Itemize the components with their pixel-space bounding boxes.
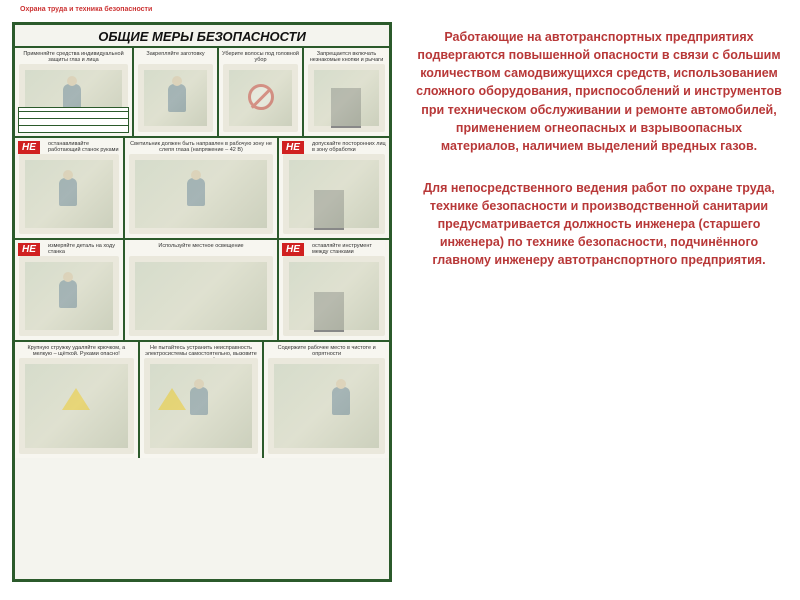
cell-electric: Не пытайтесь устранить неисправность эле… bbox=[140, 342, 265, 458]
poster-row-2: НЕ останавливайте работающий станок рука… bbox=[15, 136, 389, 238]
illus bbox=[268, 358, 385, 454]
cell-ne-tools: НЕ оставляйте инструмент между станками bbox=[279, 240, 389, 340]
cell-caption: Светильник должен быть направлен в рабоч… bbox=[128, 141, 274, 153]
cell-caption: Уберите волосы под головной убор bbox=[222, 51, 299, 63]
ne-badge: НЕ bbox=[18, 141, 40, 154]
illus bbox=[283, 154, 385, 234]
page-root: ОБЩИЕ МЕРЫ БЕЗОПАСНОСТИ Применяйте средс… bbox=[0, 0, 800, 600]
cell-lamp: Светильник должен быть направлен в рабоч… bbox=[125, 138, 279, 238]
cell-caption: Используйте местное освещение bbox=[128, 243, 274, 249]
poster-title: ОБЩИЕ МЕРЫ БЕЗОПАСНОСТИ bbox=[15, 25, 389, 46]
cell-clean: Содержите рабочее место в чистоте и опря… bbox=[264, 342, 389, 458]
ne-badge: НЕ bbox=[18, 243, 40, 256]
cell-caption: оставляйте инструмент между станками bbox=[312, 243, 386, 255]
mini-table bbox=[18, 107, 129, 133]
cell-clamp: Закрепляйте заготовку bbox=[134, 48, 219, 136]
cell-caption: допускайте посторонних лиц в зону обрабо… bbox=[312, 141, 386, 153]
cell-ne-outsiders: НЕ допускайте посторонних лиц в зону обр… bbox=[279, 138, 389, 238]
illus bbox=[283, 256, 385, 336]
cell-caption: Содержите рабочее место в чистоте и опря… bbox=[267, 345, 386, 357]
ne-badge: НЕ bbox=[282, 141, 304, 154]
poster-row-1: Применяйте средства индивидуальной защит… bbox=[15, 46, 389, 136]
illus bbox=[144, 358, 259, 454]
small-caption: Охрана труда и техника безопасности bbox=[20, 6, 152, 13]
illus bbox=[19, 256, 119, 336]
illus bbox=[19, 358, 134, 454]
paragraph-2: Для непосредственного ведения работ по о… bbox=[416, 179, 782, 270]
cell-buttons: Запрещается включать незнакомые кнопки и… bbox=[304, 48, 389, 136]
cell-caption: Запрещается включать незнакомые кнопки и… bbox=[307, 51, 386, 63]
cell-hair: Уберите волосы под головной убор bbox=[219, 48, 304, 136]
poster-row-4: Крупную стружку удаляйте крючком, а мелк… bbox=[15, 340, 389, 458]
cell-caption: Крупную стружку удаляйте крючком, а мелк… bbox=[18, 345, 135, 357]
poster-row-3: НЕ измеряйте деталь на ходу станка Испол… bbox=[15, 238, 389, 340]
cell-caption: Применяйте средства индивидуальной защит… bbox=[18, 51, 129, 63]
illus-lamp bbox=[129, 154, 273, 234]
illus bbox=[129, 256, 273, 336]
cell-ne-stop: НЕ останавливайте работающий станок рука… bbox=[15, 138, 125, 238]
cell-caption: измеряйте деталь на ходу станка bbox=[48, 243, 120, 255]
cell-chips: Крупную стружку удаляйте крючком, а мелк… bbox=[15, 342, 140, 458]
cell-goggles: Применяйте средства индивидуальной защит… bbox=[15, 48, 134, 136]
illus-buttons bbox=[308, 64, 385, 132]
illus-hair bbox=[223, 64, 298, 132]
paragraph-1: Работающие на автотранспортных предприят… bbox=[416, 28, 782, 155]
cell-caption: останавливайте работающий станок руками bbox=[48, 141, 120, 153]
cell-ne-measure: НЕ измеряйте деталь на ходу станка bbox=[15, 240, 125, 340]
safety-poster: ОБЩИЕ МЕРЫ БЕЗОПАСНОСТИ Применяйте средс… bbox=[12, 22, 392, 582]
text-column: Работающие на автотранспортных предприят… bbox=[410, 8, 788, 592]
cell-caption: Закрепляйте заготовку bbox=[137, 51, 214, 57]
cell-lighting: Используйте местное освещение bbox=[125, 240, 279, 340]
illus bbox=[19, 154, 119, 234]
ne-badge: НЕ bbox=[282, 243, 304, 256]
illus-clamp bbox=[138, 64, 213, 132]
